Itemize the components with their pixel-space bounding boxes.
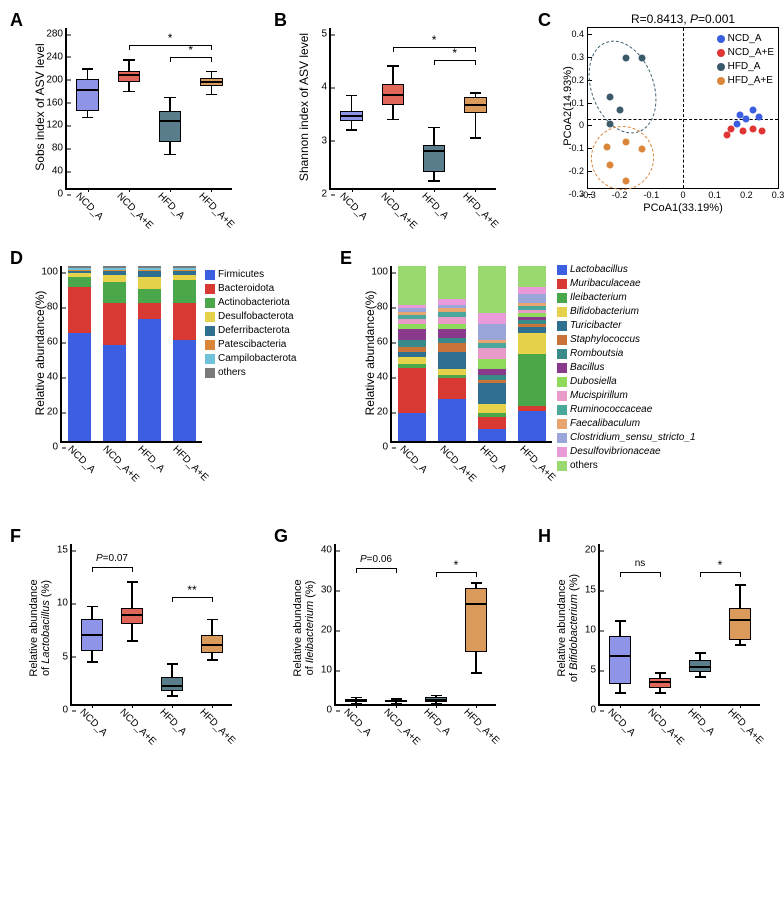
panel-g: G 010203040NCD_ANCD_A+EHFD_AHFD_A+EP=0.0…: [274, 526, 530, 761]
panel-g-ylabel: Relative abundanceof Ileibacterium (%): [292, 548, 316, 708]
panel-c-xlabel: PCoA1(33.19%): [588, 202, 778, 214]
panel-h-ylabel: Relative abundanceof Bifidobacterium (%): [556, 548, 580, 708]
panel-a-ylabel: Sobs index of ASV level: [33, 27, 47, 187]
figure-grid: A 04080120160200240280NCD_ANCD_A+EHFD_AH…: [10, 10, 784, 761]
panel-d-legend: FirmicutesBacteroidotaActinobacteriotaDe…: [205, 268, 296, 380]
panel-f-label: F: [10, 526, 21, 547]
panel-e-ylabel: Relative abundance(%): [363, 268, 377, 438]
panel-f-ylabel: Relative abundanceof Lactobacillus (%): [28, 548, 52, 708]
panel-h: H 05101520NCD_ANCD_A+EHFD_AHFD_A+Ens* Re…: [538, 526, 784, 761]
panel-c-ylabel: PCoA2(14.93%): [562, 26, 574, 186]
panel-b-label: B: [274, 10, 287, 31]
panel-d: D 020406080100NCD_ANCD_A+EHFD_AHFD_A+E R…: [10, 248, 332, 518]
panel-a: A 04080120160200240280NCD_ANCD_A+EHFD_AH…: [10, 10, 266, 240]
panel-e-legend: LactobacillusMuribaculaceaeIleibacterium…: [557, 263, 696, 473]
panel-h-label: H: [538, 526, 551, 547]
panel-b: B 2345NCD_ANCD_A+EHFD_AHFD_A+E** Shannon…: [274, 10, 530, 240]
panel-b-ylabel: Shannon index of ASV level: [297, 27, 311, 187]
panel-e: E 020406080100NCD_ANCD_A+EHFD_AHFD_A+E R…: [340, 248, 784, 518]
panel-f: F 051015NCD_ANCD_A+EHFD_AHFD_A+EP=0.07**…: [10, 526, 266, 761]
panel-c-title: R=0.8413, P=0.001: [631, 12, 735, 26]
panel-e-label: E: [340, 248, 352, 269]
panel-c-label: C: [538, 10, 551, 31]
panel-g-label: G: [274, 526, 288, 547]
panel-c: C R=0.8413, P=0.001 -0.3-0.2-0.100.10.20…: [538, 10, 784, 240]
panel-d-label: D: [10, 248, 23, 269]
panel-a-label: A: [10, 10, 23, 31]
panel-d-ylabel: Relative abundance(%): [33, 268, 47, 438]
